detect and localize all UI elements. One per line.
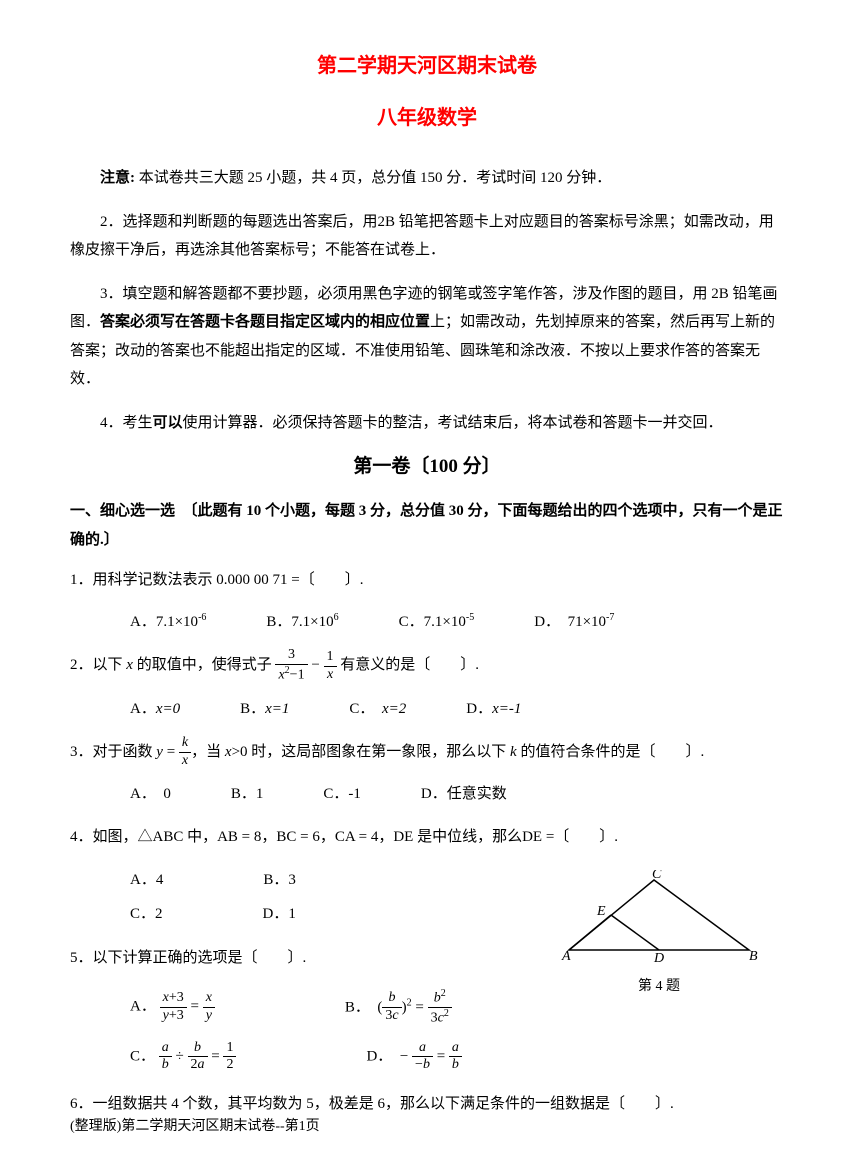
notice-1: 注意: 本试卷共三大题 25 小题，共 4 页，总分值 150 分．考试时间 1…: [70, 164, 784, 193]
notice-4c: 使用计算器．必须保持答题卡的整洁，考试结束后，将本试卷和答题卡一并交回．: [183, 415, 723, 431]
q3-options: A． 0 B．1 C．-1 D．任意实数: [130, 778, 784, 811]
question-1: 1．用科学记数法表示 0.000 00 71 =〔 〕.: [70, 562, 784, 598]
page-footer: (整理版)第二学期天河区期末试卷--第1页: [70, 1116, 320, 1138]
q2-opt-d: D．x=-1: [466, 693, 521, 726]
q4-opt-d: D．1: [263, 897, 296, 932]
sub-title: 八年级数学: [70, 102, 784, 134]
q5-opt-d: D． − a−b = ab: [366, 1040, 461, 1075]
q1-opt-c: C．7.1×10-5: [399, 606, 475, 639]
q5-opt-a: A． x+3y+3 = xy: [130, 990, 215, 1025]
main-title: 第二学期天河区期末试卷: [70, 50, 784, 82]
q4-opt-c: C．2: [130, 897, 163, 932]
notice-2: 2．选择题和判断题的每题选出答案后，用2B 铅笔把答题卡上对应题目的答案标号涂黑…: [70, 208, 784, 265]
triangle-caption: 第 4 题: [554, 976, 764, 998]
q5-options: A． x+3y+3 = xy B． (b3c)2 = b23c2 C． ab ÷…: [130, 988, 784, 1075]
notice-4b: 可以: [153, 415, 183, 431]
svg-text:C: C: [652, 870, 662, 882]
section-1-heading: 一、细心选一选 〔此题有 10 个小题，每题 3 分，总分值 30 分，下面每题…: [70, 497, 784, 554]
q5-opt-c: C． ab ÷ b2a = 12: [130, 1040, 236, 1075]
q4-opt-b: B．3: [263, 863, 296, 898]
triangle-svg: A B C D E: [554, 870, 764, 965]
svg-text:B: B: [749, 949, 758, 964]
notice-4a: 4．考生: [100, 415, 153, 431]
svg-text:E: E: [596, 904, 606, 919]
notice-3b: 答案必须写在答题卡各题目指定区域内的相应位置: [100, 314, 430, 330]
question-3: 3．对于函数 y = kx，当 x>0 时，这局部图象在第一象限，那么以下 k …: [70, 734, 784, 770]
notice-3: 3．填空题和解答题都不要抄题，必须用黑色字迹的钢笔或签字笔作答，涉及作图的题目，…: [70, 280, 784, 394]
svg-text:D: D: [653, 951, 664, 965]
question-2: 2．以下 x 的取值中，使得式子 3x2−1 − 1x 有意义的是〔 〕.: [70, 647, 784, 684]
q5-opt-b: B． (b3c)2 = b23c2: [345, 988, 452, 1028]
q3-opt-d: D．任意实数: [421, 778, 507, 811]
q2-opt-c: C． x=2: [349, 693, 406, 726]
q1-opt-d: D． 71×10-7: [534, 606, 614, 639]
q3-opt-b: B．1: [231, 778, 264, 811]
q2-options: A．x=0 B．x=1 C． x=2 D．x=-1: [130, 693, 784, 726]
q4-opt-a: A．4: [130, 863, 163, 898]
q2-opt-a: A．x=0: [130, 693, 180, 726]
q3-opt-c: C．-1: [323, 778, 361, 811]
q1-options: A．7.1×10-6 B．7.1×106 C．7.1×10-5 D． 71×10…: [130, 606, 784, 639]
notice-1-text: 本试卷共三大题 25 小题，共 4 页，总分值 150 分．考试时间 120 分…: [139, 170, 612, 186]
question-4: 4．如图，△ABC 中，AB = 8，BC = 6，CA = 4，DE 是中位线…: [70, 819, 784, 855]
notice-label: 注意:: [100, 170, 135, 186]
q2-opt-b: B．x=1: [240, 693, 289, 726]
triangle-figure: A B C D E 第 4 题: [554, 870, 764, 998]
q1-opt-b: B．7.1×106: [266, 606, 338, 639]
q1-opt-a: A．7.1×10-6: [130, 606, 206, 639]
svg-text:A: A: [561, 949, 571, 964]
q3-opt-a: A． 0: [130, 778, 171, 811]
section-1-title: 第一卷〔100 分〕: [70, 452, 784, 482]
notice-4: 4．考生可以使用计算器．必须保持答题卡的整洁，考试结束后，将本试卷和答题卡一并交…: [70, 409, 784, 438]
